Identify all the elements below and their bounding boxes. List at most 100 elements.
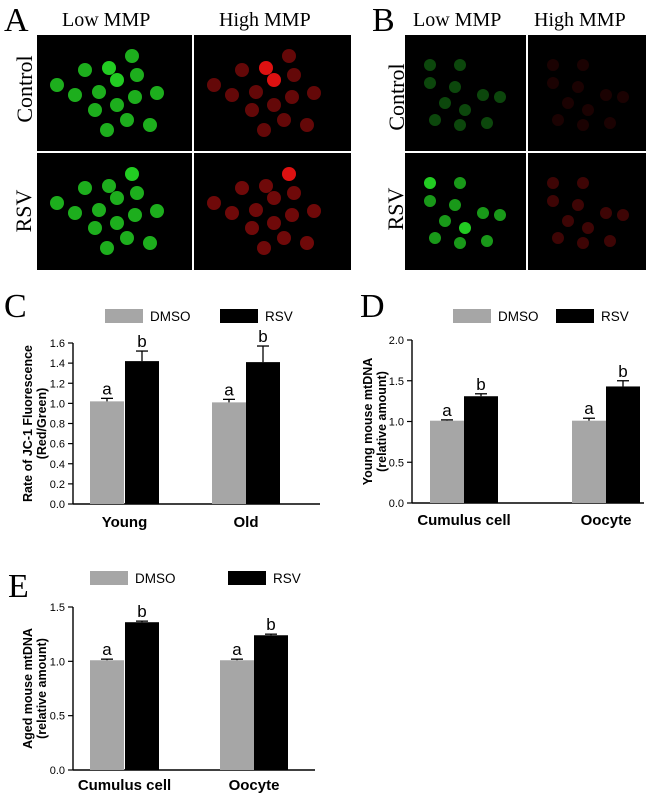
y-axis-title-line-2: (relative amount) [35,638,49,739]
significance-letter: a [232,640,242,659]
oocyte-spot [477,89,489,101]
significance-letter: b [258,327,267,346]
oocyte-spot [481,235,493,247]
oocyte-spot [617,91,629,103]
oocyte-spot [600,207,612,219]
oocyte-spot [102,61,116,75]
y-tick-label: 0.8 [50,419,65,431]
oocyte-spot [267,98,281,112]
oocyte-spot [110,98,124,112]
oocyte-spot [477,207,489,219]
panel-b-rsv-low-mmp-image [405,153,526,270]
y-axis-title-line-2: (Red/Green) [35,388,49,460]
panel-b-control-green-oocytes [424,59,506,131]
oocyte-spot [259,179,273,193]
y-tick-label: 1.6 [50,338,65,350]
oocyte-spot [235,181,249,195]
significance-letter: b [266,615,275,634]
bar-dmso-cumulus-cell [430,420,464,503]
oocyte-spot [494,209,506,221]
bar-dmso-old [212,402,246,504]
oocyte-spot [547,77,559,89]
panel-a-rsv-green-oocytes [50,167,164,255]
oocyte-spot [92,85,106,99]
bar-rsv-young [125,361,159,504]
oocyte-spot [562,97,574,109]
legend-label-rsv: RSV [265,309,293,324]
oocyte-spot [429,232,441,244]
panel-a-low-mmp-label: Low MMP [62,9,151,31]
oocyte-spot [277,231,291,245]
chart-e: 0.0 0.5 1.0 1.5 Aged mouse mtDNA(relative am… [21,571,315,794]
bar-dmso-oocyte [572,420,606,503]
oocyte-spot [235,63,249,77]
oocyte-spot [257,241,271,255]
y-tick-label: 1.0 [389,417,404,429]
oocyte-spot [604,235,616,247]
oocyte-spot [277,113,291,127]
panel-b-control-low-mmp-image [405,35,526,151]
panel-a-high-mmp-label: High MMP [219,9,311,31]
oocyte-spot [481,117,493,129]
oocyte-spot [125,49,139,63]
oocyte-spot [449,81,461,93]
oocyte-spot [600,89,612,101]
y-axis-title: Aged mouse mtDNA(relative amount) [21,628,49,749]
oocyte-spot [207,78,221,92]
significance-letter: b [476,375,485,394]
oocyte-spot [285,208,299,222]
oocyte-spot [547,195,559,207]
significance-letter: b [618,362,627,381]
legend-label-rsv: RSV [601,309,629,324]
oocyte-spot [68,206,82,220]
oocyte-spot [245,103,259,117]
oocyte-spot [150,86,164,100]
oocyte-spot [439,97,451,109]
oocyte-spot [125,167,139,181]
oocyte-spot [454,177,466,189]
oocyte-spot [50,196,64,210]
oocyte-spot [245,221,259,235]
oocyte-spot [439,215,451,227]
oocyte-spot [459,104,471,116]
y-tick-label: 1.0 [50,398,65,410]
oocyte-spot [617,209,629,221]
oocyte-spot [68,88,82,102]
legend-label-dmso: DMSO [135,571,176,586]
bar-rsv-oocyte [254,635,288,770]
oocyte-spot [130,186,144,200]
legend-label-dmso: DMSO [150,309,191,324]
panel-b-low-mmp-label: Low MMP [413,9,502,31]
oocyte-spot [454,59,466,71]
significance-letter: a [224,380,234,399]
oocyte-spot [259,61,273,75]
oocyte-spot [249,85,263,99]
panel-a-control-red-oocytes [207,49,321,137]
oocyte-spot [604,117,616,129]
category-label: Young [102,514,148,531]
oocyte-spot [287,68,301,82]
y-tick-label: 0.0 [50,499,65,511]
oocyte-spot [225,206,239,220]
panel-a-control-green-oocytes [50,49,164,137]
legend-swatch-dmso [105,309,143,323]
oocyte-spot [300,236,314,250]
panel-b-rsv-red-oocytes [547,177,629,249]
oocyte-spot [307,86,321,100]
oocyte-spot [577,237,589,249]
oocyte-spot [572,81,584,93]
panel-b-rsv-green-oocytes [424,177,506,249]
oocyte-spot [110,216,124,230]
panel-a-control-low-mmp-image [37,35,192,151]
oocyte-spot [282,167,296,181]
oocyte-spot [110,191,124,205]
oocyte-spot [449,199,461,211]
oocyte-spot [547,177,559,189]
panel-a-control-high-mmp-image [194,35,351,151]
y-tick-label: 0.2 [50,479,65,491]
y-axis-title: Young mouse mtDNA(relative amount) [361,358,389,486]
y-tick-label: 1.5 [389,376,404,388]
oocyte-spot [267,73,281,87]
y-tick-label: 1.5 [50,602,65,614]
